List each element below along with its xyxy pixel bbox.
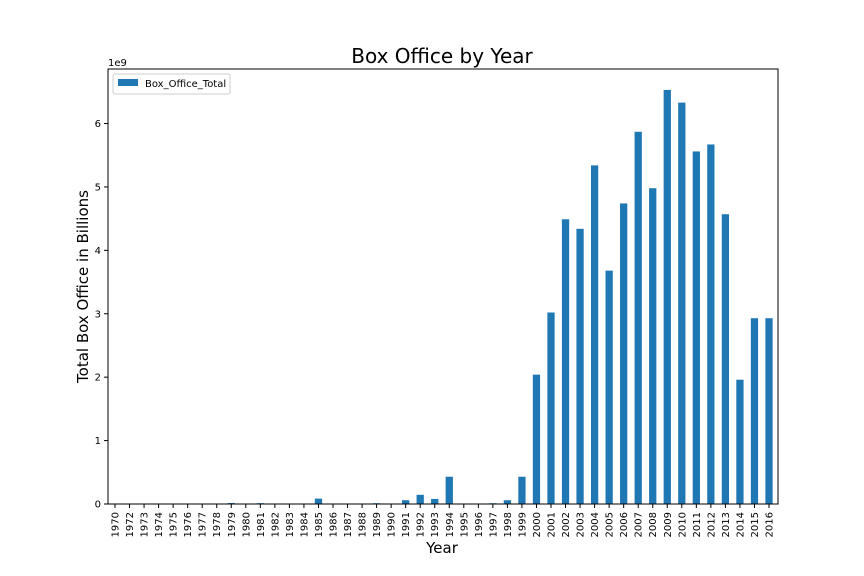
bar-2002 [561,219,570,504]
x-tick-label-2001: 2001 [547,512,558,537]
x-axis-label: Year [425,539,459,557]
x-tick-label-1972: 1972 [125,512,136,537]
x-tick-label-1980: 1980 [241,512,252,537]
x-tick-label-2006: 2006 [619,512,630,537]
y-tick-label: 6 [95,119,101,130]
x-tick-label-2016: 2016 [765,512,776,537]
x-tick-label-1991: 1991 [401,512,412,537]
legend-label: Box_Office_Total [145,79,226,90]
y-offset-label: 1e9 [108,58,127,69]
bar-1991 [402,500,410,504]
bar-1994 [445,476,453,504]
x-axis-ticks: 1970 1972 1973 1974 1975 1976 1977 1978 1979 1980… [111,504,776,537]
bar-2012 [707,144,715,504]
x-tick-label-1986: 1986 [329,512,340,537]
x-tick-label-2004: 2004 [590,512,601,537]
x-tick-label-1988: 1988 [358,512,369,537]
bar-2001 [547,312,555,504]
x-tick-label-2009: 2009 [663,512,674,537]
y-axis-label: Total Box Office in Billions [74,190,92,384]
x-tick-label-1983: 1983 [285,512,296,537]
x-tick-label-1973: 1973 [140,512,151,537]
x-tick-label-2010: 2010 [677,512,688,537]
x-tick-label-1975: 1975 [169,512,180,537]
bar-1992 [416,494,424,504]
bar-2005 [605,270,613,504]
x-tick-label-1974: 1974 [154,512,165,537]
x-tick-label-2014: 2014 [735,512,746,537]
x-tick-label-1982: 1982 [270,512,281,537]
bar-1999 [518,476,526,504]
legend-swatch [118,79,138,86]
x-tick-label-1998: 1998 [503,512,514,537]
y-tick-label: 0 [95,500,101,511]
x-tick-label-1997: 1997 [488,512,499,537]
x-tick-label-2007: 2007 [634,512,645,537]
x-tick-label-1979: 1979 [227,512,238,537]
bars-group [111,89,773,505]
x-tick-label-2008: 2008 [648,512,659,537]
plot-frame [107,68,779,505]
x-tick-label-1978: 1978 [212,512,223,537]
bar-2007 [634,131,642,504]
x-tick-label-2003: 2003 [576,512,587,537]
x-tick-label-2015: 2015 [750,512,761,537]
legend: Box_Office_Total [112,73,231,95]
bar-2008 [649,188,657,504]
x-tick-label-1981: 1981 [256,512,267,537]
x-tick-label-1994: 1994 [445,512,456,537]
x-tick-label-1970: 1970 [111,512,122,537]
x-tick-label-1985: 1985 [314,512,325,537]
y-tick-label: 2 [95,373,101,384]
y-tick-label: 5 [95,182,101,193]
x-tick-label-1989: 1989 [372,512,383,537]
x-tick-label-1987: 1987 [343,512,354,537]
x-tick-label-1984: 1984 [299,512,310,537]
x-tick-label-1976: 1976 [183,512,194,537]
x-tick-label-1990: 1990 [387,512,398,537]
y-axis-ticks: 0 1 2 3 4 5 6 [95,119,108,511]
bar-2009 [663,89,671,505]
x-tick-label-2005: 2005 [605,512,616,537]
x-tick-label-1999: 1999 [517,512,528,537]
x-tick-label-1977: 1977 [198,512,209,537]
bar-2016 [765,318,773,504]
chart-title: Box Office by Year [351,44,533,68]
x-tick-label-2011: 2011 [692,512,703,537]
bar-1993 [431,498,439,504]
bar-1985 [314,498,323,504]
bar-2011 [692,151,700,504]
x-tick-label-2002: 2002 [561,512,572,537]
x-tick-label-2012: 2012 [706,512,717,537]
x-tick-label-1993: 1993 [430,512,441,537]
bar-2000 [532,374,541,504]
bar-2006 [620,203,628,504]
bar-2003 [576,228,584,505]
x-tick-label-1996: 1996 [474,512,485,537]
x-tick-label-1992: 1992 [416,512,427,537]
y-tick-label: 1 [95,436,101,447]
bar-2004 [590,165,599,504]
bar-2014 [736,379,744,504]
x-tick-label-1995: 1995 [459,512,470,537]
bar-2015 [750,318,759,504]
legend-box [112,73,231,95]
bar-2013 [721,214,730,504]
x-tick-label-2000: 2000 [532,512,543,537]
y-tick-label: 4 [95,246,101,257]
y-tick-label: 3 [95,309,101,320]
x-tick-label-2013: 2013 [721,512,732,537]
bar-1998 [503,500,512,504]
bar-2010 [678,102,686,505]
